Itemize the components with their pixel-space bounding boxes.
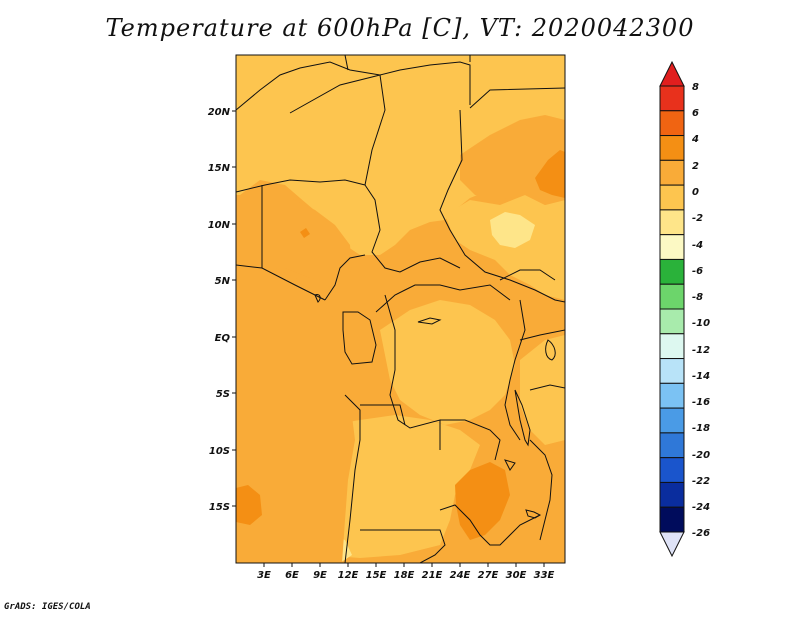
colorbar-label: -8: [692, 292, 703, 303]
colorbar-label: -24: [692, 502, 710, 513]
colorbar-swatch: [659, 308, 685, 335]
colorbar-swatch: [659, 258, 685, 285]
colorbar-label: -4: [692, 240, 703, 251]
country-borders: [236, 55, 565, 563]
colorbar-swatch: [659, 283, 685, 310]
field-4-6-zambia: [455, 462, 510, 540]
colorbar-swatch: [659, 234, 685, 260]
colorbar-label: 0: [692, 187, 699, 198]
colorbar-label: -6: [692, 266, 703, 277]
field-0-2-east: [445, 195, 565, 300]
lon-tick-label: 9E: [313, 570, 327, 581]
colorbar-swatch: [659, 481, 685, 508]
field-4-6-east: [535, 150, 565, 198]
lon-tick-label: 3E: [257, 570, 271, 581]
lon-tick-label: 6E: [285, 570, 299, 581]
colorbar-top-arrow: [659, 60, 685, 87]
lat-tick-label: 5N: [215, 276, 231, 287]
grads-credit: GrADS: IGES/COLA: [4, 602, 91, 612]
colorbar-swatch: [659, 135, 685, 161]
colorbar-label: -22: [692, 476, 710, 487]
colorbar-label: -18: [692, 423, 710, 434]
lat-tick-label: EQ: [215, 333, 231, 344]
lon-tick-label: 24E: [450, 570, 471, 581]
colorbar-swatch: [659, 85, 685, 112]
colorbar-label: 6: [692, 108, 699, 119]
lon-tick-label: 15E: [366, 570, 387, 581]
lon-tick-label: 18E: [394, 570, 415, 581]
colorbar-swatch: [659, 333, 685, 360]
lat-tick-label: 5S: [216, 389, 230, 400]
field-0-2-central: [380, 300, 515, 425]
lon-tick-label: 21E: [422, 570, 443, 581]
map-title: Temperature at 600hPa [C], VT: 202004230…: [105, 14, 695, 42]
lon-tick-label: 33E: [534, 570, 555, 581]
lat-tick-label: 15S: [209, 502, 230, 513]
colorbar-label: 4: [691, 134, 699, 145]
field-4-6-nigeria: [300, 228, 310, 238]
lat-tick-label: 10N: [208, 220, 231, 231]
colorbar-label: -16: [692, 397, 710, 408]
colorbar-swatch: [659, 506, 685, 533]
field-0-2-north: [236, 55, 565, 255]
lat-tick-label: 10S: [209, 446, 230, 457]
lat-tick-label: 15N: [208, 163, 231, 174]
colorbar-label: -14: [692, 371, 710, 382]
colorbar-label: -26: [692, 528, 710, 539]
field-2-4-west: [236, 265, 355, 563]
colorbar-swatch: [659, 209, 685, 236]
colorbar-bottom-arrow: [659, 531, 685, 558]
lat-axis: 20N 15N 10N 5N EQ 5S 10S 15S: [208, 107, 236, 513]
lon-tick-label: 30E: [506, 570, 527, 581]
colorbar-label: -20: [692, 450, 710, 461]
colorbar-swatch: [659, 358, 685, 384]
colorbar-label: -2: [692, 213, 703, 224]
colorbar-swatch: [659, 110, 685, 137]
lon-tick-label: 12E: [338, 570, 359, 581]
colorbar-swatch: [659, 159, 685, 186]
colorbar-swatch: [659, 382, 685, 409]
colorbar-swatch: [659, 457, 685, 483]
field-2-4-nigeria: [258, 198, 352, 282]
field-4-6-west: [236, 485, 262, 525]
colorbar-swatch: [659, 184, 685, 211]
field-minus2-0-east: [490, 212, 535, 248]
lon-axis: 3E 6E 9E 12E 15E 18E 21E 24E 27E 30E 33E: [257, 563, 555, 581]
colorbar-label: -12: [692, 345, 710, 356]
colorbar-swatches: [659, 85, 685, 533]
lat-tick-label: 20N: [208, 107, 231, 118]
colorbar-label: 2: [692, 161, 699, 172]
field-0-2-se: [520, 335, 565, 445]
colorbar-swatch: [659, 432, 685, 459]
colorbar-label: 8: [692, 82, 699, 93]
temperature-field: [236, 55, 565, 563]
lon-tick-label: 27E: [478, 570, 499, 581]
plot-frame: [235, 54, 566, 564]
colorbar-swatch: [659, 407, 685, 434]
colorbar-label: -10: [692, 318, 710, 329]
colorbar: 8 6 4 2 0 -2 -4 -6 -8 -10 -12 -14 -16 -1…: [659, 60, 710, 558]
